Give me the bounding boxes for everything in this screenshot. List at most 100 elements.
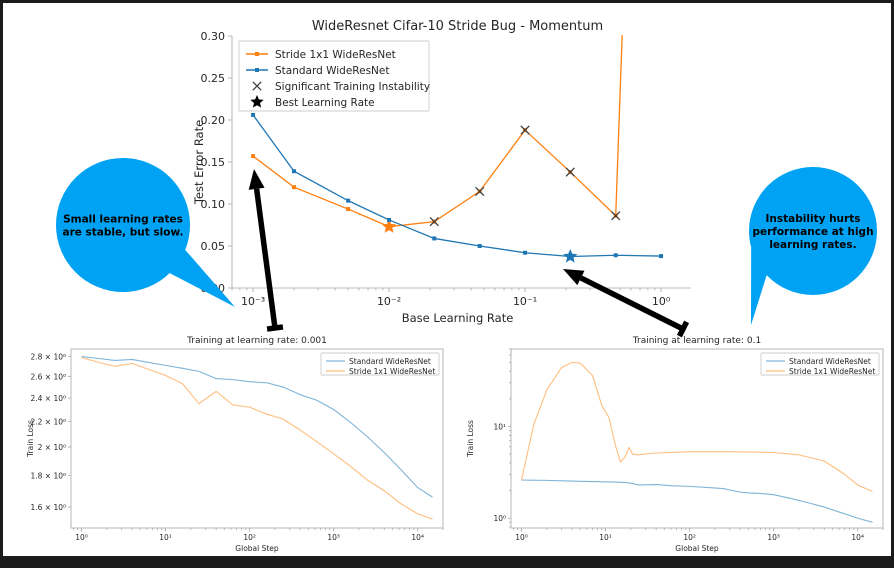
annotation-arrow-left [248, 169, 284, 332]
main-data-point [251, 154, 256, 159]
annotation-arrow-right [563, 269, 690, 338]
subplot-left-data-area [81, 356, 433, 520]
subplot-left-x-axis-label: Global Step [235, 544, 279, 553]
main-data-point [659, 254, 664, 259]
speech-bubble-left-body [56, 158, 190, 292]
speech-bubble-left-line: are stable, but slow. [62, 227, 183, 239]
figure-canvas: WideResnet Cifar-10 Stride Bug - Momentu… [3, 3, 891, 556]
subplot-left-x-tick-label: 10² [243, 533, 256, 542]
subplot-left-y-tick-label: 2.4 × 10⁰ [30, 394, 66, 403]
main-legend-label: Standard WideResNet [275, 65, 390, 77]
best-lr-star [381, 219, 397, 233]
subplot-right-series-standard-wideresnet [521, 479, 873, 523]
subplot-right-frame [510, 348, 884, 529]
subplot-right-data-area [520, 361, 873, 523]
legend-star-marker [250, 95, 264, 108]
subplot-left-legend-label: Standard WideResNet [349, 357, 431, 366]
subplot-right-x-tick-label: 10¹ [599, 533, 612, 542]
subplot-left-x-tick-label: 10⁴ [411, 533, 424, 542]
legend-marker [255, 68, 259, 72]
subplot-right-legend-label: Stride 1x1 WideResNet [789, 367, 875, 376]
annotation-arrow-left-tail [266, 324, 284, 332]
speech-bubble-left-tail [169, 249, 235, 307]
main-y-tick-label: 0.05 [201, 240, 226, 253]
speech-bubble-right-line: Instability hurts [766, 213, 861, 225]
main-y-tick-label: 0.15 [201, 156, 226, 169]
subplot-right-legend [760, 352, 880, 376]
subplot-right-y-axis-label: Train Loss [466, 420, 475, 458]
main-y-tick-label: 0.10 [201, 198, 226, 211]
annotation-arrow-right-tail [676, 320, 690, 338]
subplot-left-y-tick-label: 1.8 × 10⁰ [30, 471, 66, 480]
subplot-left-y-axis-label: Train Loss [26, 420, 35, 458]
subplot-right: Training at learning rate: 0.1 10⁰ 10¹ 10⁰ 1… [466, 336, 884, 553]
main-x-tick-label: 10⁰ [652, 295, 671, 308]
subplot-right-x-axis-label: Global Step [675, 544, 719, 553]
subplot-left: Training at learning rate: 0.001 1.6 × 10… [26, 336, 444, 553]
speech-bubble-left-line: Small learning rates [63, 214, 183, 226]
main-x-axis-label: Base Learning Rate [402, 311, 514, 325]
subplot-left-y-tick-label: 1.6 × 10⁰ [30, 503, 66, 512]
main-data-point [251, 112, 256, 117]
subplot-right-legend-label: Standard WideResNet [789, 357, 871, 366]
annotation-arrow-right-shaft [579, 275, 685, 332]
main-legend-label: Stride 1x1 WideResNet [275, 49, 396, 61]
main-x-tick-label: 10⁻³ [241, 295, 265, 308]
instability-marker [565, 167, 575, 177]
main-series-line-stride-1x1-wideresnet [252, 35, 623, 228]
speech-bubble-right-tail [751, 247, 767, 325]
best-lr-star [563, 249, 578, 263]
subplot-left-x-tick-label: 10³ [327, 533, 340, 542]
legend-x-marker [252, 81, 262, 91]
subplot-right-title: Training at learning rate: 0.1 [632, 336, 761, 346]
main-data-point [523, 250, 528, 255]
main-x-tick-label: 10⁻² [377, 295, 401, 308]
main-data-point [292, 185, 297, 190]
legend-marker [255, 52, 259, 56]
annotation-arrow-right-head [563, 269, 585, 286]
main-legend-label: Significant Training Instability [275, 81, 430, 93]
subplot-left-y-tick-label: 2.6 × 10⁰ [30, 372, 66, 381]
main-data-point [477, 244, 482, 248]
subplot-right-series-stride-1x1-wideresnet [520, 361, 873, 493]
subplot-left-y-tick-label: 2.8 × 10⁰ [30, 353, 66, 362]
subplot-left-legend-label: Stride 1x1 WideResNet [349, 367, 435, 376]
instability-marker [611, 211, 621, 221]
main-y-tick-label: 0.30 [201, 30, 226, 43]
main-data-point [346, 198, 351, 203]
subplot-right-x-tick-label: 10⁴ [851, 533, 864, 542]
main-data-point [292, 169, 297, 174]
subplot-left-x-tick-label: 10¹ [159, 533, 172, 542]
subplot-right-y-tick-label: 10⁰ [493, 514, 506, 523]
subplot-right-y-tick-label: 10¹ [493, 422, 506, 431]
subplot-right-x-tick-label: 10² [683, 533, 696, 542]
subplot-left-title: Training at learning rate: 0.001 [186, 336, 327, 346]
speech-bubble-right-body [749, 167, 877, 295]
subplot-left-y-tick-label: 2.2 × 10⁰ [30, 417, 66, 426]
instability-marker [475, 186, 485, 197]
main-data-point [432, 236, 437, 241]
main-legend [238, 40, 430, 112]
main-y-axis-label: Test Error Rate [192, 120, 206, 205]
subplot-left-series-standard-wideresnet [81, 356, 433, 498]
subplot-left-frame [70, 348, 444, 529]
main-y-tick-label: 0.25 [201, 72, 226, 85]
subplot-right-x-tick-label: 10⁰ [515, 533, 528, 542]
subplot-left-x-tick-label: 10⁰ [75, 533, 88, 542]
main-x-tick-label: 10⁻¹ [513, 295, 537, 308]
speech-bubble-right-line: learning rates. [769, 239, 856, 251]
main-legend-label: Best Learning Rate [275, 97, 375, 109]
main-data-point [387, 217, 392, 222]
subplot-left-y-tick-label: 2 × 10⁰ [38, 443, 66, 452]
main-y-tick-label: 0.20 [201, 114, 226, 127]
matplotlib-figure: WideResnet Cifar-10 Stride Bug - Momentu… [26, 19, 884, 553]
main-chart-title: WideResnet Cifar-10 Stride Bug - Momentu… [312, 19, 603, 34]
main-data-point [613, 253, 618, 258]
main-series-line-standard-wideresnet [252, 114, 662, 258]
instability-marker [429, 216, 439, 227]
main-data-point [346, 207, 351, 212]
annotation-arrow-left-head [248, 169, 265, 190]
main-data-area [251, 35, 664, 263]
